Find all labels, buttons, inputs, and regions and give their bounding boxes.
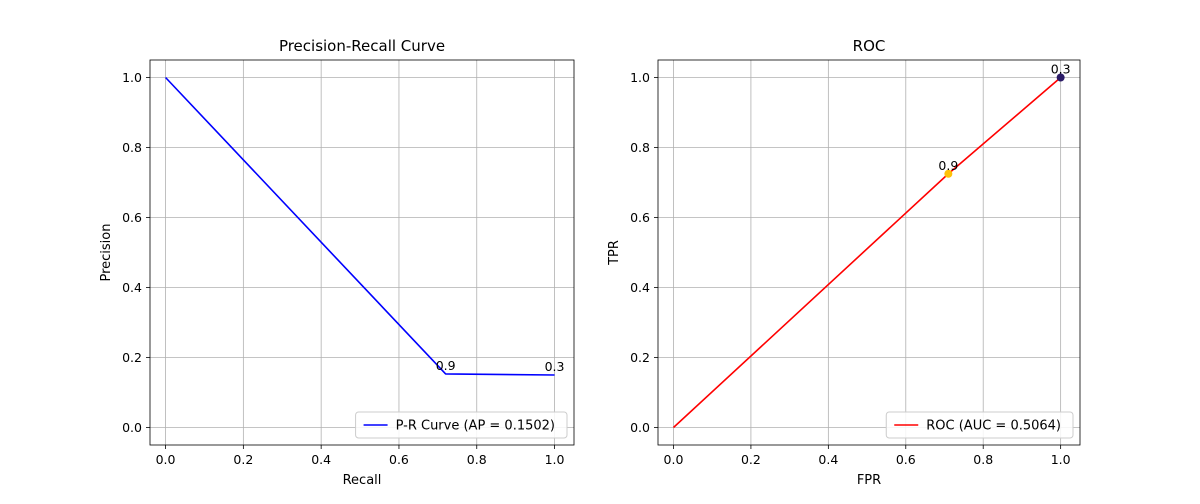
y-tick-label: 0.6 [630, 210, 650, 225]
x-tick-label: 0.4 [311, 452, 331, 467]
y-tick-label: 0.0 [630, 420, 650, 435]
y-tick-label: 1.0 [122, 70, 142, 85]
legend: P-R Curve (AP = 0.1502) [355, 411, 568, 439]
x-tick-label: 0.2 [741, 452, 761, 467]
x-tick-label: 0.6 [896, 452, 916, 467]
chart-panel-0: 0.9 0.3 0.0 0.2 0.4 0.6 0.8 1.0 0.0 0.2 0.4 0.6 0.8 1… [99, 37, 575, 488]
legend-box [885, 411, 1074, 439]
x-tick-label: 0.6 [389, 452, 409, 467]
y-tick-label: 1.0 [630, 70, 650, 85]
y-tick-label: 0.6 [122, 210, 142, 225]
x-tick-label: 1.0 [1051, 452, 1071, 467]
x-tick-label: 0.0 [664, 452, 684, 467]
threshold-marker [1056, 73, 1065, 82]
threshold-marker [944, 169, 953, 178]
axes-frame [657, 59, 1081, 446]
x-tick-label: 0.8 [973, 452, 993, 467]
chart-title: ROC [853, 37, 886, 55]
y-tick-label: 0.8 [630, 140, 650, 155]
x-tick-label: 1.0 [545, 452, 565, 467]
legend-label: P-R Curve (AP = 0.1502) [396, 419, 555, 434]
series-line [672, 76, 1062, 429]
legend: ROC (AUC = 0.5064) [885, 411, 1074, 439]
y-tick-label: 0.8 [122, 140, 142, 155]
axes-frame [149, 59, 575, 446]
series-line [164, 76, 555, 376]
legend-box [355, 411, 568, 439]
x-tick-label: 0.2 [233, 452, 253, 467]
x-tick-label: 0.0 [156, 452, 176, 467]
x-axis-label: Recall [343, 473, 382, 488]
chart-title: Precision-Recall Curve [279, 37, 445, 55]
threshold-annotation: 0.3 [1051, 62, 1071, 77]
y-axis-label: TPR [607, 240, 622, 266]
y-tick-label: 0.0 [122, 420, 142, 435]
x-tick-label: 0.4 [818, 452, 838, 467]
threshold-annotation: 0.3 [545, 359, 565, 374]
chart-panel-1: 0.9 0.3 0.0 0.2 0.4 0.6 0.8 1.0 0.0 0.2 0.4 0.6 0.8 1… [607, 37, 1081, 488]
y-tick-label: 0.4 [122, 280, 142, 295]
y-tick-label: 0.2 [630, 350, 650, 365]
threshold-annotation: 0.9 [436, 358, 456, 373]
legend-label: ROC (AUC = 0.5064) [926, 419, 1061, 434]
y-tick-label: 0.4 [630, 280, 650, 295]
x-axis-label: FPR [857, 473, 881, 488]
y-tick-label: 0.2 [122, 350, 142, 365]
y-axis-label: Precision [99, 223, 114, 281]
x-tick-label: 0.8 [467, 452, 487, 467]
threshold-annotation: 0.9 [938, 158, 958, 173]
